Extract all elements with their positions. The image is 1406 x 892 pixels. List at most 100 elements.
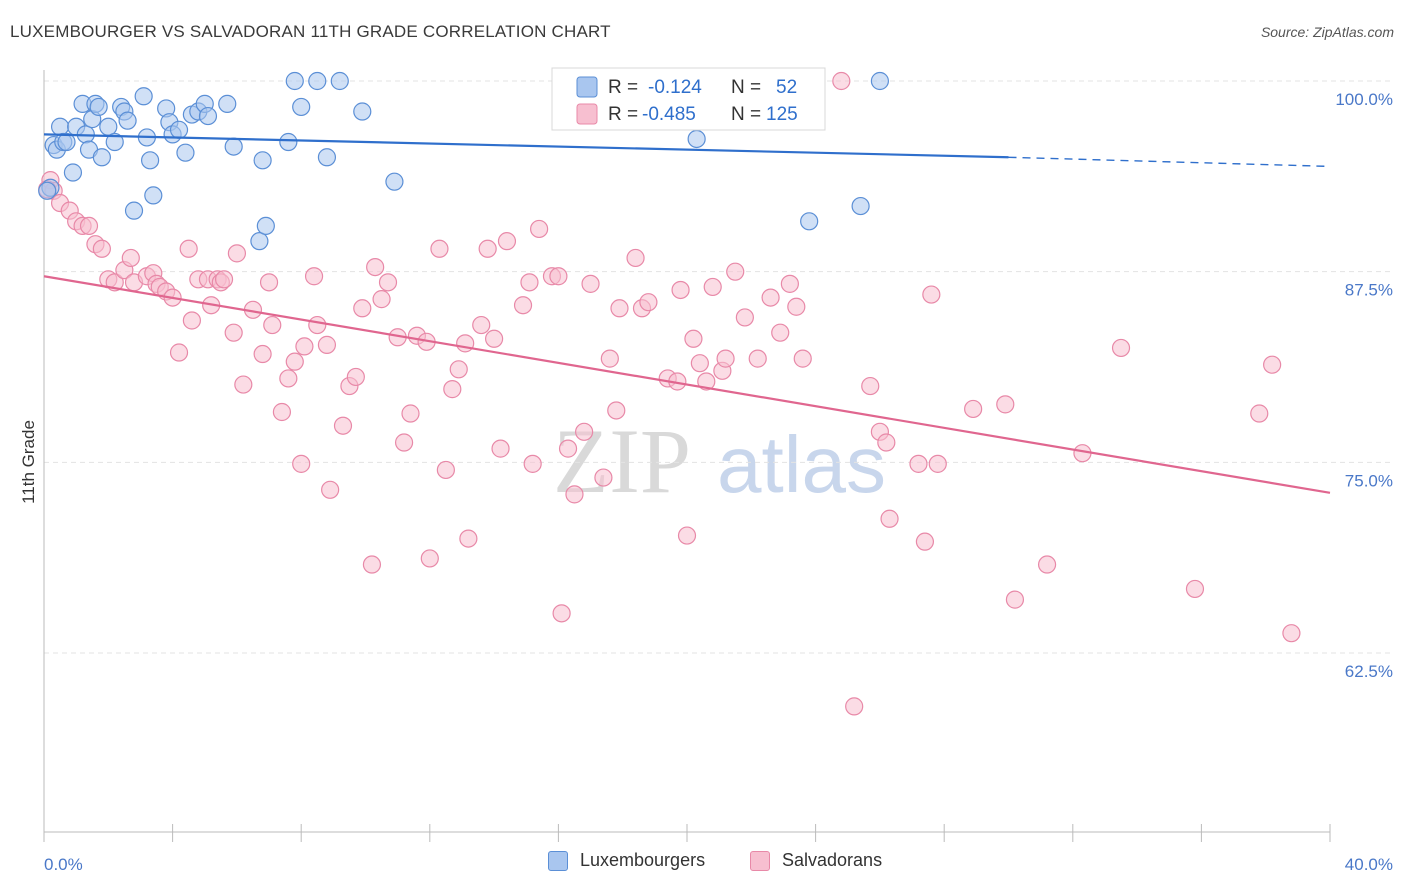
x-tick-label-min: 0.0% — [44, 855, 83, 874]
salvadoran-point-76 — [552, 604, 571, 623]
y-tick-label-62.5: 62.5% — [1345, 662, 1393, 681]
salvadoran-point-20 — [169, 343, 189, 362]
salvadoran-point-43 — [317, 335, 337, 354]
salvadoran-point-58 — [420, 549, 439, 568]
salvadoran-point-103 — [780, 274, 799, 293]
salvadoran-point-50 — [366, 257, 385, 277]
salvadoran-point-65 — [472, 315, 491, 335]
luxembourger-point-37 — [253, 151, 272, 170]
trend-line-luxembourgers — [43, 133, 1009, 159]
luxembourger-point-48 — [800, 212, 819, 231]
salvadoran-point-122 — [1185, 579, 1205, 599]
salvadoran-point-83 — [607, 401, 626, 420]
chart-title: LUXEMBOURGER VS SALVADORAN 11TH GRADE CO… — [10, 22, 611, 41]
salvadoran-point-30 — [227, 244, 246, 263]
salvadoran-point-68 — [491, 439, 510, 458]
luxembourger-point-35 — [224, 137, 243, 156]
luxembourger-point-6 — [63, 163, 83, 182]
luxembourger-point-14 — [92, 148, 111, 167]
salvadoran-point-98 — [726, 262, 745, 281]
salvadoran-point-34 — [259, 273, 279, 292]
salvadoran-point-67 — [485, 329, 504, 348]
x-tick-label-max: 40.0% — [1345, 855, 1393, 874]
salvadoran-point-12 — [121, 248, 140, 268]
luxembourger-point-51 — [38, 181, 57, 200]
salvadoran-point-90 — [671, 280, 690, 300]
luxembourger-point-5 — [57, 132, 76, 152]
luxembourger-point-42 — [308, 71, 327, 91]
y-tick-labels: 62.5% 75.0% 87.5% 100.0% — [1335, 90, 1393, 681]
salvadoran-point-49 — [362, 555, 382, 574]
salvadoran-point-113 — [915, 532, 935, 551]
salvadoran-point-60 — [436, 460, 455, 480]
trend-lines — [43, 133, 1331, 494]
luxembourger-point-43 — [317, 148, 337, 167]
salvadoran-point-40 — [295, 337, 314, 356]
luxembourger-point-34 — [218, 94, 237, 113]
legend-item-luxembourgers: Luxembourgers — [548, 850, 705, 871]
salvadoran-point-99 — [735, 308, 754, 327]
x-ticks — [43, 824, 1331, 842]
salvadoran-point-55 — [401, 404, 420, 423]
luxembourger-point-46 — [385, 172, 404, 191]
salvadoran-point-52 — [378, 273, 398, 292]
salvadoran-point-70 — [513, 296, 533, 315]
salvadoran-point-8 — [92, 239, 111, 258]
luxembourger-point-29 — [176, 143, 195, 162]
salvadoran-point-124 — [1263, 355, 1282, 374]
salvadoran-point-80 — [581, 274, 600, 293]
watermark-atlas: atlas — [717, 420, 886, 509]
salvadoran-point-66 — [478, 239, 497, 258]
luxembourger-point-39 — [279, 132, 298, 152]
salvadoran-point-41 — [304, 267, 324, 286]
salvadoran-point-39 — [292, 454, 311, 473]
salvadoran-point-33 — [253, 344, 272, 364]
salvadoran-point-71 — [520, 273, 539, 292]
salvadoran-point-105 — [793, 349, 812, 368]
salvadoran-point-73 — [530, 219, 549, 239]
salvadoran-point-87 — [639, 293, 658, 312]
salvadoran-point-101 — [761, 288, 780, 307]
luxembourger-point-19 — [118, 111, 137, 130]
salvadoran-point-22 — [182, 311, 201, 330]
salvadoran-point-38 — [285, 352, 304, 371]
legend-swatch-luxembourgers — [576, 76, 598, 98]
salvadoran-point-44 — [321, 480, 340, 499]
salvadoran-point-75 — [549, 267, 568, 286]
salvadoran-point-91 — [677, 526, 697, 545]
y-axis-title: 11th Grade — [19, 420, 38, 504]
legend-swatch-pink — [750, 850, 770, 871]
salvadoran-point-119 — [1037, 555, 1057, 574]
legend-r-label-1: R = — [608, 77, 638, 98]
salvadoran-point-63 — [456, 334, 475, 353]
legend-n-value-2: 125 — [766, 104, 798, 125]
luxembourger-point-20 — [124, 201, 144, 220]
salvadoran-point-117 — [996, 395, 1015, 414]
salvadoran-point-108 — [861, 376, 880, 396]
salvadoran-point-35 — [263, 315, 282, 335]
salvadoran-point-61 — [443, 380, 462, 399]
y-tick-label-100: 100.0% — [1335, 90, 1393, 109]
salvadoran-point-107 — [845, 697, 864, 716]
luxembourger-point-47 — [687, 129, 706, 149]
luxembourger-point-41 — [292, 97, 311, 117]
salvadoran-point-78 — [565, 485, 584, 504]
salvadoran-point-111 — [880, 509, 899, 528]
luxembourger-point-15 — [99, 117, 118, 136]
luxembourger-point-45 — [353, 102, 372, 121]
salvadoran-point-54 — [394, 433, 414, 452]
luxembourger-point-3 — [50, 117, 70, 136]
y-tick-label-75: 75.0% — [1345, 471, 1393, 490]
legend-r-value-1: -0.124 — [648, 77, 702, 98]
salvadoran-point-79 — [575, 422, 594, 441]
trend-line-luxembourgers-extension — [1008, 156, 1331, 168]
salvadoran-point-106 — [832, 71, 851, 91]
watermark: ZIP atlas — [553, 410, 886, 512]
salvadoran-point-48 — [353, 299, 372, 318]
legend-n-label-1: N = — [731, 77, 761, 98]
legend-label-luxembourgers: Luxembourgers — [580, 850, 706, 870]
salvadoran-point-123 — [1250, 404, 1269, 423]
salvadoran-point-31 — [234, 375, 253, 394]
salvadoran-point-81 — [594, 468, 613, 487]
